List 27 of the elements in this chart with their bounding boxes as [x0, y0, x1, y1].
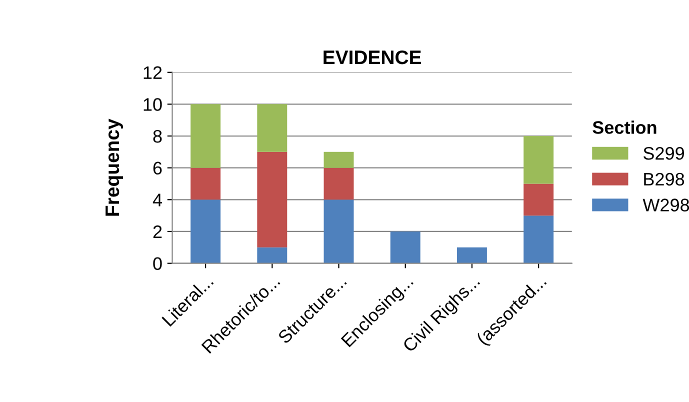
- bar: [190, 168, 221, 200]
- legend-label: B298: [644, 172, 684, 186]
- bar: [456, 247, 487, 264]
- legend-label: S299: [643, 146, 684, 160]
- y-tick-label: 0: [153, 257, 162, 270]
- chart-title: EVIDENCE: [324, 50, 421, 64]
- bar: [524, 184, 554, 216]
- bar: [324, 168, 354, 200]
- y-tick-label: 6: [153, 162, 162, 175]
- y-tick-label: 4: [152, 194, 162, 206]
- bar: [390, 231, 420, 264]
- bar: [190, 200, 221, 264]
- bar: [524, 136, 554, 184]
- y-tick-label: 8: [153, 130, 162, 143]
- y-axis-title: Frequency: [106, 118, 123, 216]
- y-tick-label: 10: [144, 98, 162, 111]
- bar: [524, 216, 554, 264]
- bar: [257, 247, 288, 264]
- legend-title: Section: [592, 120, 656, 134]
- bar: [324, 200, 354, 264]
- bar: [324, 152, 354, 168]
- bar: [257, 104, 288, 152]
- bar: [190, 104, 221, 168]
- bar: [257, 152, 288, 248]
- legend-label: W298: [642, 198, 689, 212]
- y-tick-label: 2: [153, 225, 162, 238]
- y-tick-label: 12: [144, 66, 162, 79]
